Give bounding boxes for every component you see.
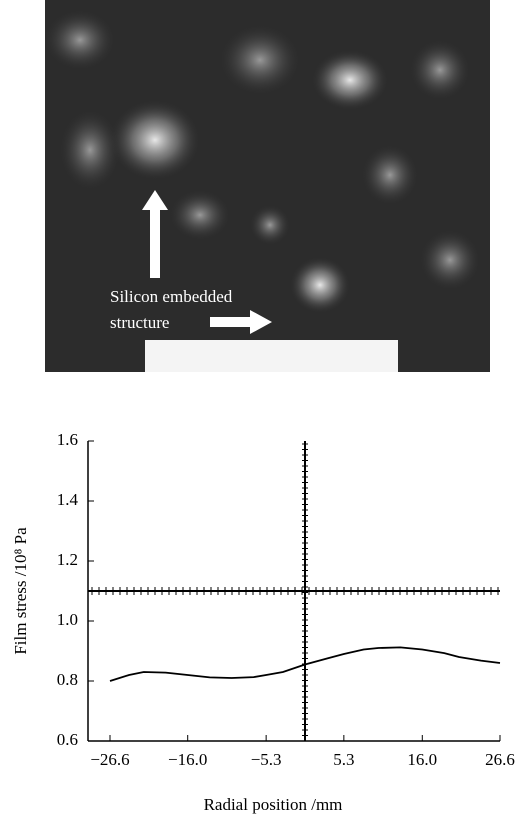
annotation: structure <box>110 313 169 332</box>
chart: Radial position /mm Film stress /10⁸ Pa … <box>11 430 515 814</box>
x-tick-label: −5.3 <box>251 750 282 769</box>
y-tick-label: 1.0 <box>57 610 78 629</box>
micrograph: Silicon embedded structure <box>45 0 490 372</box>
y-tick-label: 1.2 <box>57 550 78 569</box>
x-tick-label: 26.6 <box>485 750 515 769</box>
x-tick-label: −16.0 <box>168 750 207 769</box>
y-tick-label: 0.8 <box>57 670 78 689</box>
x-tick-label: 5.3 <box>333 750 354 769</box>
y-tick-label: 0.6 <box>57 730 78 749</box>
x-tick-label: −26.6 <box>90 750 129 769</box>
y-tick-label: 1.4 <box>57 490 79 509</box>
annotation: Silicon embedded <box>110 287 233 306</box>
x-axis-label: Radial position /mm <box>204 795 343 814</box>
data-line <box>109 646 501 682</box>
y-tick-label: 1.6 <box>57 430 78 449</box>
x-tick-label: 16.0 <box>407 750 437 769</box>
y-axis-label: Film stress /10⁸ Pa <box>11 527 30 655</box>
